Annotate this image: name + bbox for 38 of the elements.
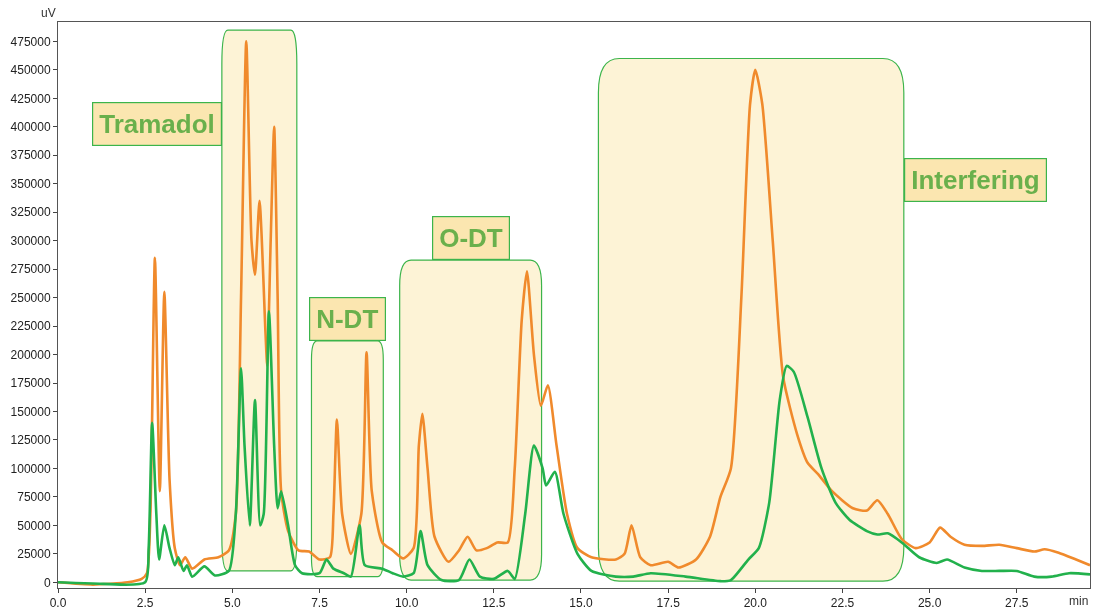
y-tick-label: 200000 [10, 347, 51, 362]
y-axis-title: uV [41, 6, 56, 20]
x-tick-label: 27.5 [1005, 596, 1029, 611]
y-tick-label: 225000 [10, 319, 51, 334]
band-label: O-DT [439, 223, 503, 254]
y-tick-label: 100000 [10, 461, 51, 476]
y-tick-label: 475000 [10, 34, 51, 49]
y-tick-label: 250000 [10, 290, 51, 305]
y-tick-label: 175000 [10, 376, 51, 391]
y-tick-label: 300000 [10, 233, 51, 248]
x-tick-label: 10.0 [394, 596, 419, 611]
y-tick-label: 150000 [10, 404, 51, 419]
y-tick-label: 275000 [10, 262, 51, 277]
y-tick-label: 325000 [10, 205, 51, 220]
y-tick-label: 375000 [10, 148, 51, 163]
x-tick-label: 2.5 [136, 596, 154, 611]
y-tick-label: 75000 [17, 490, 51, 505]
band-label: Interfering [911, 165, 1040, 196]
x-axis-title: min [1069, 594, 1089, 608]
x-tick-label: 15.0 [569, 596, 593, 611]
x-tick-label: 12.5 [482, 596, 506, 611]
x-tick-label: 17.5 [656, 596, 681, 611]
y-tick-label: 50000 [17, 518, 51, 533]
x-tick-label: 0.0 [49, 596, 67, 611]
x-tick-label: 20.0 [743, 596, 768, 611]
x-tick-label: 22.5 [830, 596, 855, 611]
y-tick-label: 25000 [17, 547, 51, 562]
y-tick-label: 425000 [10, 91, 51, 106]
x-tick-label: 7.5 [311, 596, 329, 611]
y-tick-label: 350000 [10, 176, 51, 191]
x-tick-label: 5.0 [223, 596, 241, 611]
band-label: Tramadol [99, 109, 215, 140]
band-label: N-DT [316, 304, 379, 335]
y-tick-label: 450000 [10, 63, 51, 78]
y-tick-label: 125000 [10, 433, 51, 448]
y-tick-label: 0 [43, 575, 51, 590]
y-tick-label: 400000 [10, 119, 51, 134]
x-tick-label: 25.0 [917, 596, 942, 611]
